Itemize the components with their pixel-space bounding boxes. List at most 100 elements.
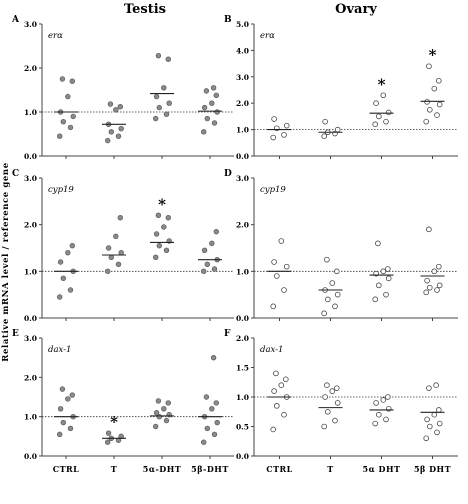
data-point <box>271 388 277 394</box>
data-point <box>281 287 287 293</box>
data-point <box>70 113 76 120</box>
data-point <box>153 93 160 100</box>
data-point <box>104 268 111 275</box>
data-point <box>270 426 277 433</box>
significance-star: * <box>110 413 118 431</box>
data-point <box>118 249 124 256</box>
data-point <box>209 406 215 412</box>
data-point <box>161 224 167 230</box>
gene-label: dax-1 <box>48 345 71 355</box>
y-tick-label: 1.0 <box>236 267 249 276</box>
data-point <box>426 423 433 430</box>
y-tick-label: 1.0 <box>236 393 249 402</box>
data-point <box>166 100 172 106</box>
data-point <box>67 287 74 293</box>
data-point <box>213 400 220 406</box>
data-point <box>281 132 287 138</box>
data-point <box>329 388 336 394</box>
category-label: T <box>327 464 333 474</box>
data-point <box>165 214 172 221</box>
data-point <box>57 406 64 412</box>
data-point <box>115 133 122 139</box>
data-point <box>69 392 76 398</box>
category-label: T <box>111 464 117 474</box>
data-point <box>113 233 119 240</box>
data-point <box>433 382 439 389</box>
data-point <box>153 423 159 430</box>
data-point <box>380 268 387 275</box>
y-tick-label: 0.0 <box>24 152 37 161</box>
y-tick-label: 1.0 <box>24 267 37 276</box>
data-point <box>373 400 379 406</box>
data-point <box>201 439 207 445</box>
y-tick-label: 3.0 <box>24 334 37 343</box>
data-point <box>163 417 170 424</box>
data-point <box>153 115 159 122</box>
data-point <box>153 410 160 416</box>
data-point <box>105 245 112 251</box>
data-point <box>59 386 66 392</box>
data-point <box>375 282 382 289</box>
y-tick-label: 2.0 <box>24 373 37 382</box>
data-point <box>209 240 215 247</box>
gene-label: cyp19 <box>260 185 286 195</box>
y-tick-label: 5.0 <box>236 20 249 29</box>
data-point <box>334 291 341 298</box>
data-point <box>426 226 432 233</box>
data-point <box>383 416 389 423</box>
data-point <box>163 247 170 254</box>
y-tick-label: 3.0 <box>24 174 37 183</box>
gene-label: dax-1 <box>260 345 283 355</box>
panel-letter: F <box>224 329 231 339</box>
data-point <box>69 78 76 84</box>
y-tick-label: 1.0 <box>24 108 37 117</box>
data-point <box>334 126 341 133</box>
data-point <box>56 133 63 139</box>
data-point <box>204 115 211 122</box>
data-point <box>165 56 172 62</box>
data-point <box>435 407 442 413</box>
y-axis-label: Relative mRNA level / reference gene <box>1 162 11 361</box>
data-point <box>321 423 328 430</box>
data-point <box>373 100 379 106</box>
data-point <box>214 109 220 115</box>
data-point <box>59 76 66 82</box>
data-point <box>372 121 379 128</box>
data-point <box>424 416 430 423</box>
column-title-testis: Testis <box>124 2 166 17</box>
data-point <box>375 240 381 247</box>
data-point <box>324 256 330 263</box>
data-point <box>155 212 162 219</box>
data-point <box>107 101 114 107</box>
data-point <box>436 282 443 289</box>
data-point <box>322 118 328 125</box>
data-point <box>436 420 443 427</box>
data-point <box>165 400 172 406</box>
data-point <box>210 354 217 361</box>
data-point <box>211 266 218 272</box>
data-point <box>161 406 167 412</box>
data-point <box>153 231 160 237</box>
gene-label: cyp19 <box>48 185 74 195</box>
y-tick-label: 0.0 <box>24 452 37 461</box>
data-point <box>105 430 112 436</box>
data-point <box>201 129 207 135</box>
data-point <box>435 263 442 270</box>
y-tick-label: 3.0 <box>236 174 249 183</box>
panel-letter: B <box>224 15 232 25</box>
data-point <box>426 284 433 291</box>
data-point <box>211 431 218 438</box>
data-point <box>375 411 382 418</box>
data-point <box>435 77 442 84</box>
y-tick-label: 3.0 <box>24 20 37 29</box>
panel-letter: A <box>11 15 20 25</box>
data-point <box>423 118 430 125</box>
y-tick-label: 0.0 <box>236 152 249 161</box>
data-point <box>322 394 328 400</box>
panel-letter: C <box>12 169 19 179</box>
data-point <box>204 261 211 268</box>
